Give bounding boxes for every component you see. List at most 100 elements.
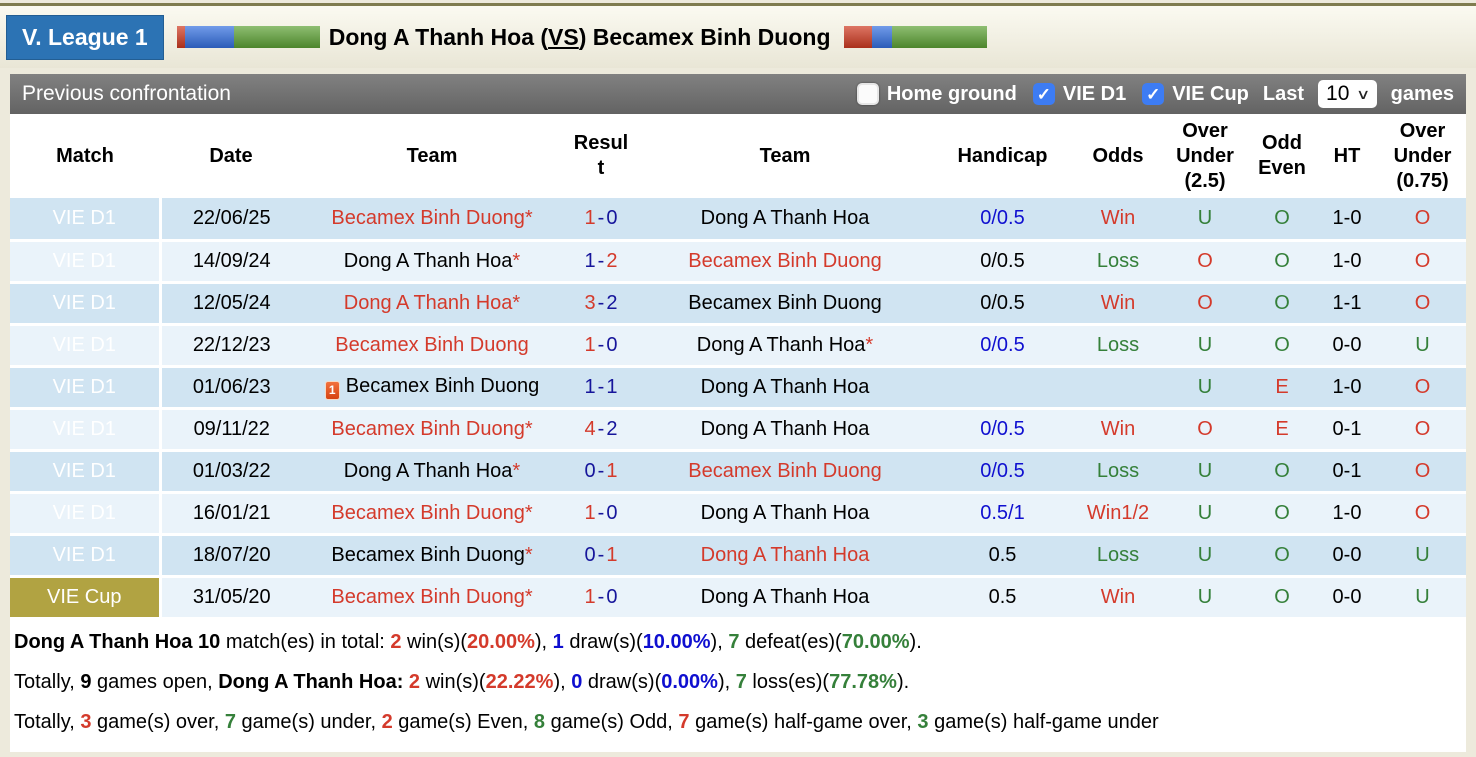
away-team-cell: Dong A Thanh Hoa* [640, 324, 930, 368]
summary-text: 2 [390, 630, 402, 653]
away-team-cell: Becamex Binh Duong [640, 450, 930, 494]
half-time-score-cell: 0-0 [1315, 324, 1379, 368]
team-name: Becamex Binh Duong [331, 543, 525, 566]
summary-text: 22.22% [485, 670, 554, 693]
home-team-cell: Becamex Binh Duong [302, 324, 562, 368]
odd-even-cell: O [1249, 240, 1315, 284]
summary-text: 0.00% [661, 670, 718, 693]
home-team-cell: Becamex Binh Duong* [302, 198, 562, 242]
team-name: Becamex Binh Duong [331, 585, 525, 608]
summary-text: ). [909, 630, 922, 653]
half-time-score-cell: 1-0 [1315, 198, 1379, 242]
league-cell: VIE D1 [10, 324, 162, 368]
date-cell: 18/07/20 [160, 534, 302, 578]
away-score: 2 [606, 417, 618, 440]
summary-text: loss(es)( [746, 670, 830, 693]
summary-text: 10.00% [642, 630, 711, 653]
home-score: 1 [584, 375, 596, 398]
team-name: Dong A Thanh Hoa [700, 206, 870, 229]
summary-text: games open, [91, 670, 219, 693]
form-bar-segment [871, 26, 892, 48]
score-separator: - [597, 249, 605, 272]
team-name: Becamex Binh Duong [331, 206, 525, 229]
summary-text: 70.00% [841, 630, 910, 653]
vie-cup-checkbox[interactable]: ✓ [1142, 83, 1165, 105]
score-cell: 3-2 [562, 282, 640, 326]
summary-text: game(s) half-game under [928, 710, 1159, 733]
column-header: Match [10, 114, 160, 198]
table-row: VIE D1 22/06/25 Becamex Binh Duong* 1-0 Dong… [10, 198, 1466, 242]
score-cell: 1-0 [562, 576, 640, 620]
summary-text: Dong A Thanh Hoa [218, 670, 397, 693]
column-header: Result [562, 114, 640, 198]
home-ground-star: * [524, 417, 533, 440]
date-cell: 01/03/22 [160, 450, 302, 494]
home-team-cell: 1 Becamex Binh Duong [302, 366, 562, 410]
team-name: Becamex Binh Duong [335, 333, 529, 356]
summary-text: 2 [381, 710, 393, 733]
league-badge[interactable]: V. League 1 [6, 14, 164, 60]
handicap-cell: 0.5 [930, 534, 1075, 578]
away-team-cell: Dong A Thanh Hoa [640, 366, 930, 410]
table-row: VIE D1 01/06/23 1 Becamex Binh Duong 1-1 Dong… [10, 366, 1466, 410]
score-separator: - [597, 417, 605, 440]
away-score: 0 [606, 585, 618, 608]
team-name: Dong A Thanh Hoa [700, 375, 870, 398]
score-cell: 1-0 [562, 324, 640, 368]
handicap-cell: 0/0.5 [930, 408, 1075, 452]
form-bar-segment [233, 26, 320, 48]
over-under-2-5-cell: U [1161, 492, 1249, 536]
results-table: Match Date Team Result Team Handicap Odds Over … [10, 114, 1466, 620]
summary-text: 3 [917, 710, 929, 733]
over-under-2-5-cell: O [1161, 240, 1249, 284]
column-header: Date [160, 114, 302, 198]
away-form-bar [843, 26, 987, 48]
column-header: Over Under (2.5) [1161, 114, 1249, 198]
date-cell: 01/06/23 [160, 366, 302, 410]
league-cell: VIE D1 [10, 492, 162, 536]
filter-checkbox-group: ✓ VIE D1 [1032, 82, 1127, 106]
filter-checkbox-label: Home ground [886, 82, 1017, 105]
handicap-cell: 0/0.5 [930, 198, 1075, 242]
table-row: VIE D1 01/03/22 Dong A Thanh Hoa* 0-1 Became… [10, 450, 1466, 494]
checkbox-area: Home ground ✓ VIE D1 ✓ VIE Cup [856, 82, 1249, 106]
home-ground-star: * [524, 206, 533, 229]
summary-text: game(s) under, [235, 710, 382, 733]
league-cell: VIE D1 [10, 366, 162, 410]
team-name: Becamex Binh Duong [688, 459, 882, 482]
home-team-cell: Dong A Thanh Hoa* [302, 240, 562, 284]
odd-even-cell: E [1249, 408, 1315, 452]
handicap-cell: 0.5 [930, 576, 1075, 620]
handicap-cell: 0/0.5 [930, 240, 1075, 284]
summary-text: 9 [80, 670, 92, 693]
home-score: 3 [584, 291, 596, 314]
home-ground-checkbox[interactable] [856, 83, 879, 105]
summary-text: 7 [735, 670, 747, 693]
over-under-0-75-cell: O [1379, 408, 1466, 452]
team-name: Becamex Binh Duong [331, 501, 525, 524]
league-cell: VIE D1 [10, 450, 162, 494]
column-header: Over Under (0.75) [1379, 114, 1466, 198]
away-score: 1 [606, 543, 618, 566]
games-label: games [1390, 82, 1454, 105]
handicap-cell: 0/0.5 [930, 324, 1075, 368]
red-card-icon: 1 [324, 380, 340, 400]
summary-line: Dong A Thanh Hoa 10 match(es) in total: … [14, 622, 1462, 662]
table-row: VIE D1 16/01/21 Becamex Binh Duong* 1-0 Dong… [10, 492, 1466, 536]
team-name: Dong A Thanh Hoa [700, 585, 870, 608]
away-score: 0 [606, 333, 618, 356]
filter-controls: Home ground ✓ VIE D1 ✓ VIE Cup Last 10 ∨ gam… [856, 80, 1454, 108]
vie-d1-checkbox[interactable]: ✓ [1032, 83, 1055, 105]
last-games-select[interactable]: 10 ∨ [1318, 80, 1377, 108]
score-cell: 1-0 [562, 492, 640, 536]
date-cell: 16/01/21 [160, 492, 302, 536]
home-score: 1 [584, 501, 596, 524]
filter-checkbox-label: VIE D1 [1062, 82, 1127, 105]
odds-cell: Loss [1075, 534, 1161, 578]
date-cell: 31/05/20 [160, 576, 302, 620]
form-bar-segment [176, 26, 185, 48]
home-ground-star: * [524, 585, 533, 608]
summary-text: win(s)( [401, 630, 468, 653]
handicap-cell: 0/0.5 [930, 282, 1075, 326]
vs-link[interactable]: VS [548, 23, 579, 50]
